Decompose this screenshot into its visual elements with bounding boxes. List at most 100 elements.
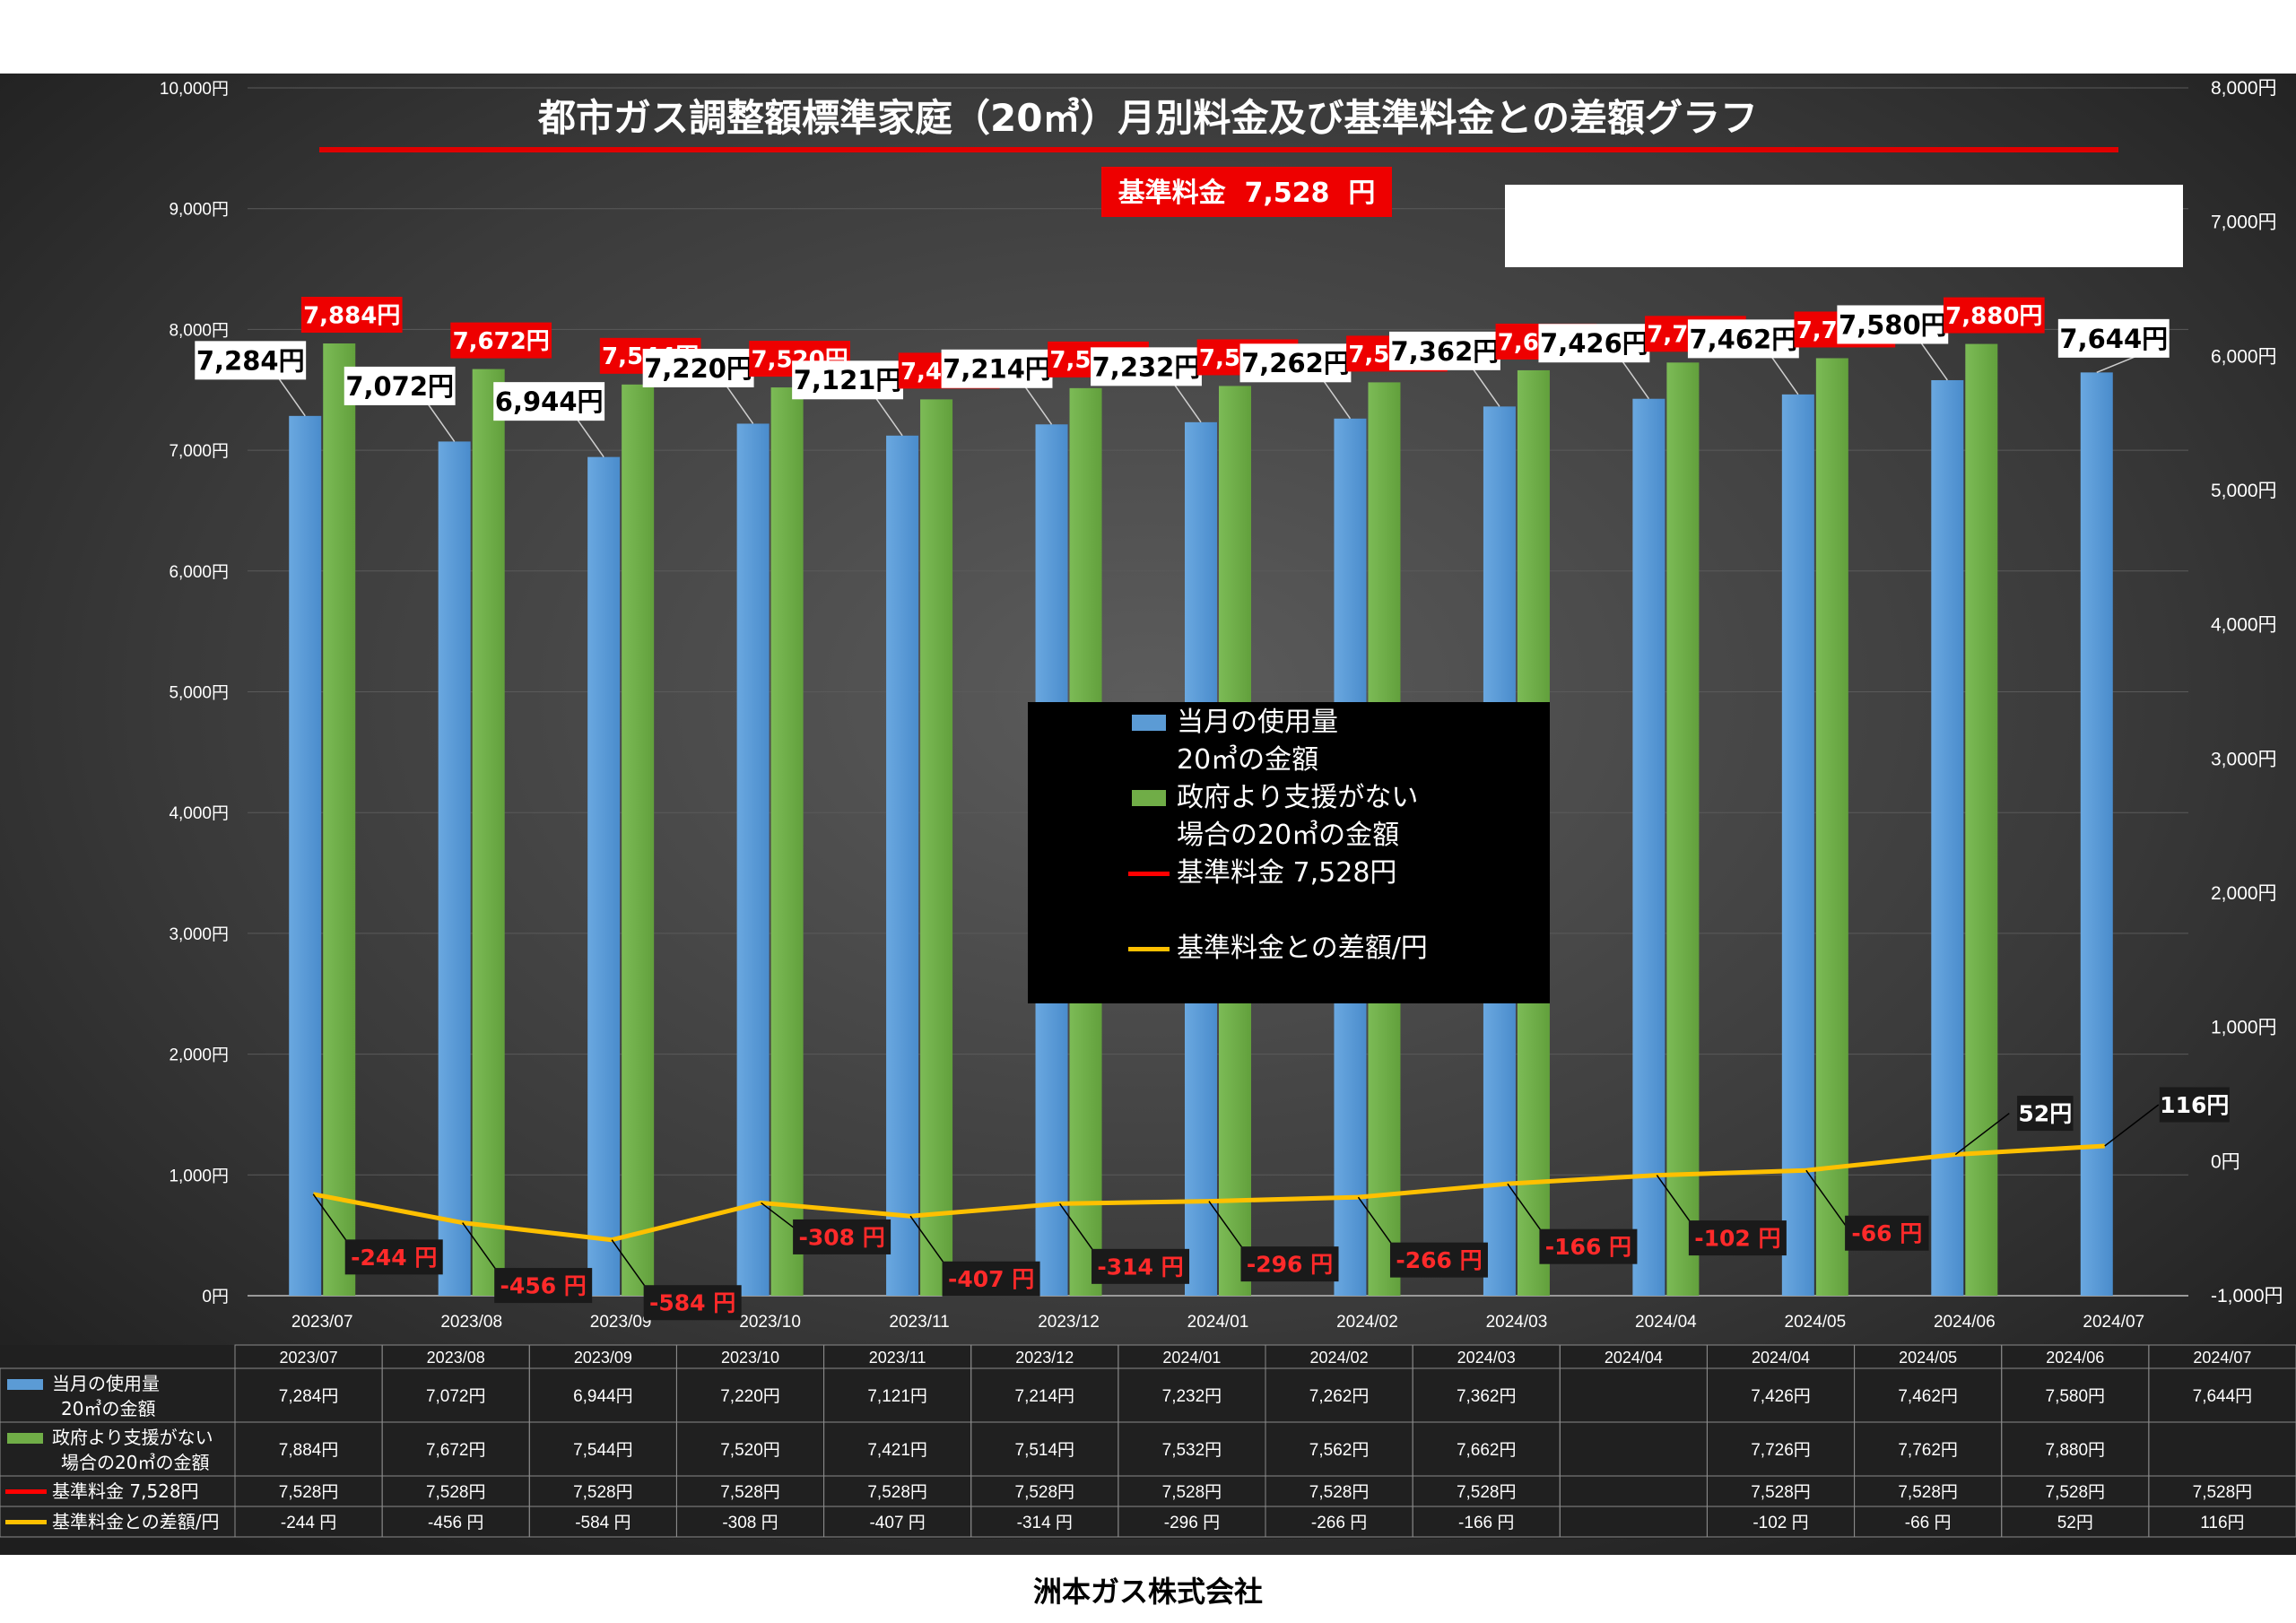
label-difference: 52円 xyxy=(2018,1101,2072,1127)
table-cell-value: 7,232円 xyxy=(1162,1387,1222,1406)
right-axis: -1,000円 0円 1,000円 2,000円 3,000円 4,000円 5,000円 6… xyxy=(2211,78,2283,1306)
table-header-label: 2024/02 xyxy=(1310,1349,1369,1367)
leader-line xyxy=(276,376,306,417)
x-tick-label: 2023/09 xyxy=(590,1313,652,1332)
label-current-usage: 7,362円 xyxy=(1391,336,1500,367)
label-difference: -244 円 xyxy=(351,1245,437,1271)
label-difference: -66 円 xyxy=(1851,1220,1922,1246)
label-difference: -102 円 xyxy=(1694,1226,1780,1252)
bar-current-usage xyxy=(587,456,621,1296)
table-header-label: 2023/07 xyxy=(280,1349,338,1367)
y-left-tick-label: 3,000円 xyxy=(169,925,229,944)
table-header-label: 2023/10 xyxy=(721,1349,779,1367)
y-left-tick-label: 2,000円 xyxy=(169,1046,229,1065)
table-cell-value: 7,528円 xyxy=(1309,1483,1370,1502)
x-tick-label: 2024/01 xyxy=(1187,1313,1249,1332)
label-difference-bg xyxy=(793,1219,891,1254)
company-name: 洲本ガス株式会社 xyxy=(1032,1575,1263,1609)
label-current-usage-bg xyxy=(344,366,456,405)
table-cell-value: -407 円 xyxy=(869,1514,925,1532)
legend-label: 当月の使用量 xyxy=(1177,707,1338,738)
leader-line xyxy=(1471,366,1500,407)
bar-no-support xyxy=(1965,343,1998,1297)
table-cell-value: 7,528円 xyxy=(2046,1483,2106,1502)
y-left-tick-label: 8,000円 xyxy=(169,321,229,340)
table-cell-value: 7,532円 xyxy=(1162,1441,1222,1460)
y-right-tick-label: 5,000円 xyxy=(2211,481,2277,501)
x-tick-label: 2023/11 xyxy=(889,1313,949,1332)
legend-label: 基準料金との差額/円 xyxy=(1177,933,1428,964)
table-cell-value: 7,562円 xyxy=(1309,1441,1370,1460)
label-current-usage: 7,072円 xyxy=(345,371,454,402)
y-right-tick-label: 6,000円 xyxy=(2211,346,2277,367)
table-cell-value: 7,214円 xyxy=(1015,1387,1075,1406)
table-cell xyxy=(2148,1506,2296,1538)
table-cell-value: 7,644円 xyxy=(2193,1387,2253,1406)
leader-line xyxy=(1022,384,1053,425)
table-header-label: 2024/01 xyxy=(1162,1349,1221,1367)
table-cell-value: 7,220円 xyxy=(720,1387,780,1406)
x-tick-label: 2024/05 xyxy=(1785,1313,1847,1332)
y-right-tick-label: 4,000円 xyxy=(2211,615,2277,636)
bar-current-usage xyxy=(886,435,919,1297)
table-cell-value: 7,884円 xyxy=(279,1441,339,1460)
table-row-label: 場合の20㎥の金額 xyxy=(61,1452,209,1473)
label-current-usage-bg xyxy=(195,341,307,380)
table-cell-value: 7,528円 xyxy=(279,1483,339,1502)
x-tick-label: 2024/06 xyxy=(1934,1313,1996,1332)
label-difference: -166 円 xyxy=(1545,1234,1631,1260)
legend-label: 政府より支援がない xyxy=(1177,782,1418,813)
label-difference-bg xyxy=(942,1261,1040,1297)
table-cell-value: -584 円 xyxy=(575,1514,631,1532)
bar-current-usage xyxy=(1632,398,1665,1297)
label-difference-bg xyxy=(2159,1087,2230,1123)
label-current-usage-bg xyxy=(1239,343,1352,383)
leader-line xyxy=(1172,382,1202,423)
table-header-label: 2024/04 xyxy=(1752,1349,1810,1367)
label-current-usage-bg xyxy=(642,348,754,387)
table-header-label: 2023/09 xyxy=(574,1349,632,1367)
bar-current-usage xyxy=(289,415,322,1296)
x-tick-label: 2023/07 xyxy=(291,1313,353,1332)
table-cell-value: 7,520円 xyxy=(720,1441,780,1460)
label-difference-bg xyxy=(1240,1246,1339,1282)
table-row-label: 政府より支援がない xyxy=(52,1427,213,1448)
legend-label: 場合の20㎥の金額 xyxy=(1177,820,1399,851)
bar-no-support xyxy=(1666,362,1700,1296)
table-cell-value: 7,580円 xyxy=(2046,1387,2106,1406)
bar-current-usage xyxy=(438,441,471,1296)
title-underline xyxy=(319,147,1222,152)
x-axis-labels: 2023/07 2023/08 2023/09 2023/10 2023/11 2023/… xyxy=(291,1313,2144,1332)
x-tick-label: 2024/07 xyxy=(2083,1313,2144,1332)
label-current-usage: 7,462円 xyxy=(1689,324,1797,354)
table-header-label: 2024/06 xyxy=(2046,1349,2104,1367)
blank-note-box xyxy=(1505,185,2183,267)
label-current-usage-bg xyxy=(493,382,605,421)
label-current-usage: 7,232円 xyxy=(1092,352,1201,382)
table-cell-value: 7,362円 xyxy=(1457,1387,1517,1406)
y-left-tick-label: 7,000円 xyxy=(169,442,229,461)
y-right-tick-label: -1,000円 xyxy=(2211,1286,2283,1306)
label-current-usage: 7,426円 xyxy=(1540,328,1648,359)
data-labels: 7,284円7,884円7,072円7,672円6,944円7,544円7,22… xyxy=(195,297,2230,1321)
table-cell-value: 7,528円 xyxy=(2193,1483,2253,1502)
label-difference: -584 円 xyxy=(649,1290,735,1316)
y-right-tick-label: 1,000円 xyxy=(2211,1018,2277,1038)
table-cell-value: 7,421円 xyxy=(867,1441,927,1460)
table-row-swatch xyxy=(7,1433,43,1444)
leader-line xyxy=(874,395,903,437)
label-current-usage-bg xyxy=(2057,318,2170,358)
leader-line xyxy=(1321,378,1352,420)
table-header-label: 2024/07 xyxy=(2193,1349,2251,1367)
legend-box xyxy=(1028,702,1550,1003)
legend-swatch xyxy=(1132,790,1166,806)
table-cell-value: 7,426円 xyxy=(1751,1387,1811,1406)
label-current-usage-bg xyxy=(1687,319,1799,359)
table-header-label: 2023/12 xyxy=(1015,1349,1074,1367)
bar-no-support xyxy=(622,384,655,1296)
table-header-label: 2024/05 xyxy=(1899,1349,1957,1367)
y-right-tick-label: 7,000円 xyxy=(2211,213,2277,233)
table-cell-value: 7,726円 xyxy=(1751,1441,1811,1460)
table-cell-value: -266 円 xyxy=(1311,1514,1367,1532)
